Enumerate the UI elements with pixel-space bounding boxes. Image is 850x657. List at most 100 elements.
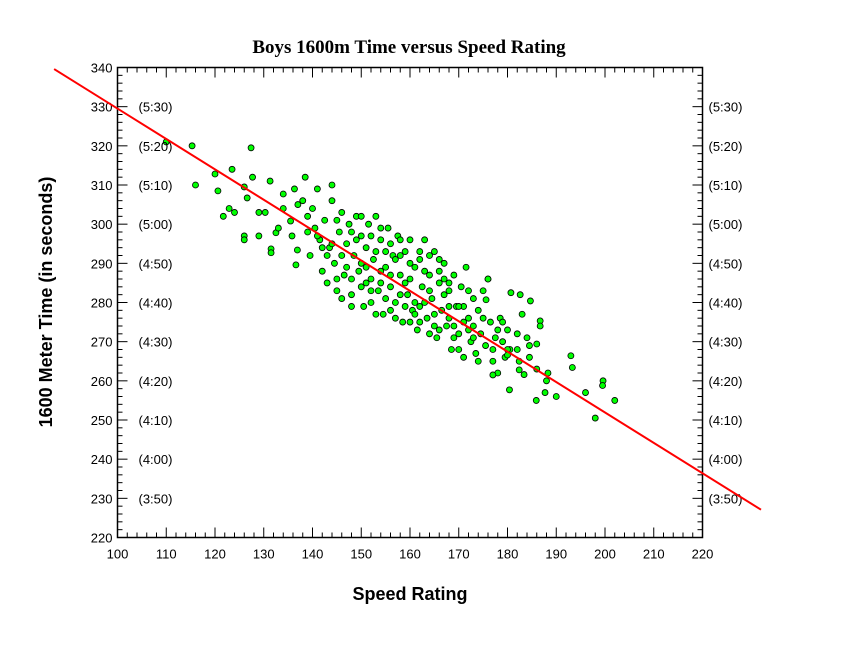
data-point: [309, 205, 316, 212]
data-point: [455, 303, 463, 310]
data-point: [465, 314, 472, 322]
data-point: [382, 263, 390, 271]
data-point: [294, 201, 302, 208]
data-point: [370, 256, 377, 263]
data-point: [299, 197, 307, 205]
data-point: [413, 326, 421, 334]
data-point: [421, 267, 429, 275]
data-point: [348, 275, 355, 283]
y-time-label-left: (4:30): [139, 335, 173, 350]
data-point: [387, 240, 394, 248]
x-tick-label: 100: [107, 547, 129, 562]
data-point: [399, 318, 407, 326]
data-point: [352, 236, 360, 244]
data-point: [435, 326, 443, 334]
data-point: [247, 144, 255, 152]
data-point: [401, 303, 409, 310]
data-point: [507, 289, 515, 297]
data-point: [367, 275, 375, 283]
data-point: [340, 271, 348, 279]
points-layer: [162, 138, 619, 422]
data-point: [391, 256, 399, 263]
data-point: [333, 275, 341, 283]
data-point: [450, 271, 458, 279]
y-tick-label: 280: [91, 296, 113, 311]
data-point: [387, 306, 394, 314]
y-tick-label: 320: [91, 139, 113, 154]
x-tick-label: 150: [350, 547, 372, 562]
data-point: [261, 209, 269, 216]
data-point: [333, 216, 341, 224]
data-point: [513, 346, 521, 353]
y-tick-label: 250: [91, 413, 113, 428]
y-tick-label: 340: [91, 61, 113, 76]
data-point: [396, 236, 404, 244]
data-point: [479, 287, 487, 295]
data-point: [357, 212, 365, 220]
data-point: [188, 142, 196, 150]
data-point: [243, 194, 251, 202]
data-point: [338, 295, 346, 302]
data-point: [267, 249, 275, 257]
data-point: [406, 318, 414, 326]
data-point: [304, 228, 312, 236]
y-time-label-left: (4:40): [139, 296, 173, 311]
chart-title: Boys 1600m Time versus Speed Rating: [252, 37, 566, 58]
data-point: [513, 330, 521, 338]
x-tick-label: 160: [399, 547, 421, 562]
data-point: [450, 322, 458, 330]
data-point: [225, 205, 233, 212]
data-point: [323, 252, 331, 259]
data-point: [494, 326, 502, 334]
data-point: [469, 295, 477, 302]
data-point: [430, 248, 438, 255]
data-point: [462, 263, 470, 271]
x-tick-label: 210: [643, 547, 665, 562]
x-tick-label: 140: [302, 547, 324, 562]
data-point: [211, 170, 219, 178]
data-point: [343, 240, 351, 248]
tick-labels-layer: 100 110 120 130 140 150 160 170 180 190 200 210 220 2…: [91, 61, 743, 562]
data-point: [499, 338, 507, 346]
data-point: [333, 287, 341, 295]
data-point: [457, 283, 465, 291]
y-time-label-right: (4:50): [709, 256, 743, 271]
data-point: [348, 228, 355, 236]
data-point: [482, 342, 489, 349]
data-point: [214, 187, 222, 195]
data-point: [541, 389, 549, 396]
x-tick-label: 130: [253, 547, 275, 562]
data-point: [291, 185, 298, 193]
y-axis-label: 1600 Meter Time (in seconds): [36, 177, 56, 428]
data-point: [418, 283, 426, 291]
x-tick-label: 200: [594, 547, 616, 562]
y-time-label-left: (4:10): [139, 413, 173, 428]
data-point: [411, 310, 419, 318]
data-point: [532, 397, 540, 404]
data-point: [411, 299, 419, 306]
data-point: [430, 310, 438, 318]
data-point: [440, 259, 448, 267]
y-time-label-right: (5:10): [709, 178, 743, 193]
y-time-label-left: (4:20): [139, 374, 173, 389]
data-point: [482, 296, 490, 304]
data-point: [374, 287, 382, 295]
data-point: [611, 397, 619, 404]
data-point: [362, 279, 370, 287]
data-point: [219, 212, 227, 220]
data-point: [440, 291, 448, 299]
x-tick-label: 170: [448, 547, 470, 562]
data-point: [266, 177, 274, 185]
data-point: [536, 322, 544, 330]
y-tick-label: 230: [91, 491, 113, 506]
data-point: [526, 353, 533, 361]
data-point: [487, 318, 494, 326]
data-point: [472, 350, 480, 357]
data-point: [568, 364, 576, 371]
data-point: [591, 414, 599, 422]
data-point: [489, 346, 497, 353]
data-point: [367, 232, 375, 240]
data-point: [255, 209, 263, 216]
y-time-label-right: (5:00): [709, 217, 743, 232]
